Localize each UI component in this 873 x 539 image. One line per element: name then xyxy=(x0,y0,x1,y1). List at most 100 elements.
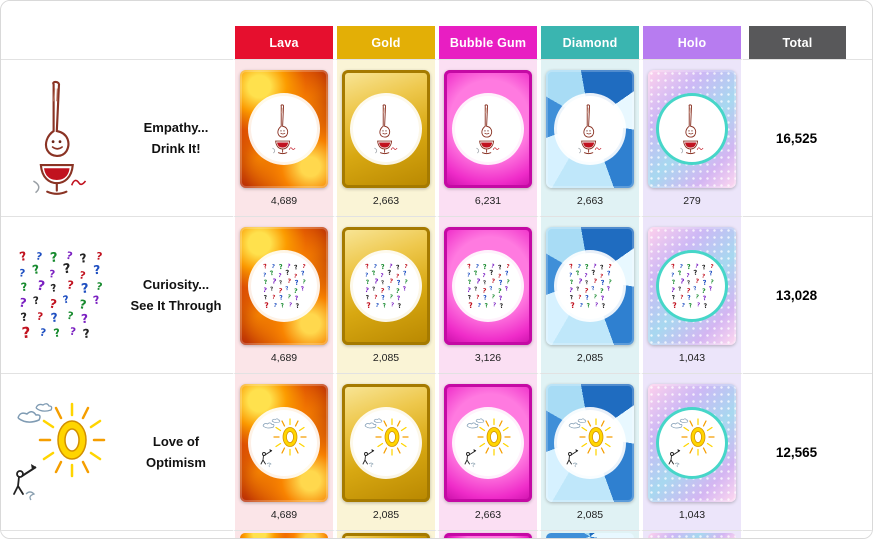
card-art-circle xyxy=(353,410,419,476)
card-curiosity-diamond[interactable] xyxy=(546,227,634,345)
card-optimism-holo[interactable] xyxy=(648,384,736,502)
curiosity-art xyxy=(464,262,512,310)
cell-optimism-bubble-gum: 2,663 xyxy=(437,373,539,530)
card-art-circle xyxy=(557,253,623,319)
card-art-circle xyxy=(659,410,725,476)
partial-card-top xyxy=(648,533,736,538)
card-art-circle xyxy=(455,96,521,162)
card-count: 3,126 xyxy=(474,352,502,364)
card-empathy-holo[interactable] xyxy=(648,70,736,188)
curiosity-question-marks-doodle xyxy=(13,248,107,342)
row-title: Love of Optimism xyxy=(146,431,206,474)
column-header-cell-bubble-gum: Bubble Gum xyxy=(437,1,539,59)
card-empathy-lava[interactable] xyxy=(240,70,328,188)
row-artwork-optimism xyxy=(1,373,119,530)
cell-curiosity-lava: 4,689 xyxy=(233,216,335,373)
empathy-drink-it-doodle xyxy=(28,80,92,197)
card-count: 2,085 xyxy=(576,509,604,521)
cell-empathy-lava: 4,689 xyxy=(233,59,335,216)
cell-optimism-diamond: 2,085 xyxy=(539,373,641,530)
column-header-total: Total xyxy=(749,26,846,59)
curiosity-art xyxy=(566,262,614,310)
cell-curiosity-holo: 1,043 xyxy=(641,216,743,373)
card-count: 6,231 xyxy=(474,195,502,207)
card-art-circle xyxy=(557,410,623,476)
love-of-optimism-doodle xyxy=(10,402,110,502)
curiosity-art xyxy=(668,262,716,310)
card-art-circle xyxy=(659,253,725,319)
partial-card-lava xyxy=(233,530,335,538)
column-header-cell-diamond: Diamond xyxy=(539,1,641,59)
row-title-line2: Drink It! xyxy=(151,141,201,156)
optimism-art xyxy=(361,418,411,468)
row-label-curiosity: Curiosity... See It Through xyxy=(119,216,233,373)
empathy-drink-it-art xyxy=(576,104,604,155)
column-header-lava: Lava xyxy=(235,26,333,59)
row-title: Empathy... Drink It! xyxy=(144,117,209,160)
row-total: 12,565 xyxy=(775,444,818,460)
optimism-art xyxy=(667,418,717,468)
card-count: 2,085 xyxy=(372,509,400,521)
cell-empathy-gold: 2,663 xyxy=(335,59,437,216)
partial-row-label xyxy=(119,530,233,538)
row-title-line1: Love of xyxy=(152,433,200,449)
cell-curiosity-gold: 2,085 xyxy=(335,216,437,373)
card-curiosity-holo[interactable] xyxy=(648,227,736,345)
optimism-art xyxy=(463,418,513,468)
card-empathy-gold[interactable] xyxy=(342,70,430,188)
card-curiosity-bubble-gum[interactable] xyxy=(444,227,532,345)
partial-card-bubble-gum xyxy=(437,530,539,538)
row-title: Curiosity... See It Through xyxy=(131,274,222,317)
optimism-art xyxy=(565,418,615,468)
card-art-circle xyxy=(353,96,419,162)
column-header-bubble-gum: Bubble Gum xyxy=(439,26,537,59)
cell-curiosity-bubble-gum: 3,126 xyxy=(437,216,539,373)
card-art-circle xyxy=(251,253,317,319)
row-total: 13,028 xyxy=(775,287,818,303)
partial-card-gold xyxy=(335,530,437,538)
curiosity-art xyxy=(362,262,410,310)
card-art-circle xyxy=(251,96,317,162)
card-optimism-lava[interactable] xyxy=(240,384,328,502)
card-art-circle xyxy=(455,410,521,476)
partial-row-artwork xyxy=(1,530,119,538)
row-artwork-curiosity xyxy=(1,216,119,373)
card-optimism-bubble-gum[interactable] xyxy=(444,384,532,502)
card-count: 4,689 xyxy=(270,509,298,521)
card-count: 2,085 xyxy=(576,352,604,364)
card-curiosity-gold[interactable] xyxy=(342,227,430,345)
card-art-circle xyxy=(353,253,419,319)
cell-curiosity-total: 13,028 xyxy=(743,216,872,373)
card-optimism-gold[interactable] xyxy=(342,384,430,502)
row-title-line1: Empathy... xyxy=(143,119,209,135)
card-count: 2,663 xyxy=(474,509,502,521)
header-corner-spacer xyxy=(1,1,233,59)
card-art-circle xyxy=(455,253,521,319)
column-header-cell-gold: Gold xyxy=(335,1,437,59)
row-title-line1: Curiosity... xyxy=(142,276,210,292)
partial-card-top xyxy=(240,533,328,538)
card-count: 4,689 xyxy=(270,352,298,364)
card-count: 1,043 xyxy=(678,352,706,364)
partial-card-top xyxy=(546,533,634,538)
partial-card-diamond xyxy=(539,530,641,538)
partial-card-top xyxy=(342,533,430,538)
column-header-cell-holo: Holo xyxy=(641,1,743,59)
card-empathy-bubble-gum[interactable] xyxy=(444,70,532,188)
cell-empathy-holo: 279 xyxy=(641,59,743,216)
column-header-diamond: Diamond xyxy=(541,26,639,59)
card-curiosity-lava[interactable] xyxy=(240,227,328,345)
card-empathy-diamond[interactable] xyxy=(546,70,634,188)
row-label-empathy: Empathy... Drink It! xyxy=(119,59,233,216)
empathy-drink-it-art xyxy=(678,104,706,155)
row-total: 16,525 xyxy=(775,130,818,146)
row-title-line2: See It Through xyxy=(130,298,222,313)
card-count: 279 xyxy=(683,195,701,207)
column-header-cell-lava: Lava xyxy=(233,1,335,59)
cell-empathy-diamond: 2,663 xyxy=(539,59,641,216)
empathy-drink-it-art xyxy=(372,104,400,155)
empathy-drink-it-art xyxy=(474,104,502,155)
card-optimism-diamond[interactable] xyxy=(546,384,634,502)
